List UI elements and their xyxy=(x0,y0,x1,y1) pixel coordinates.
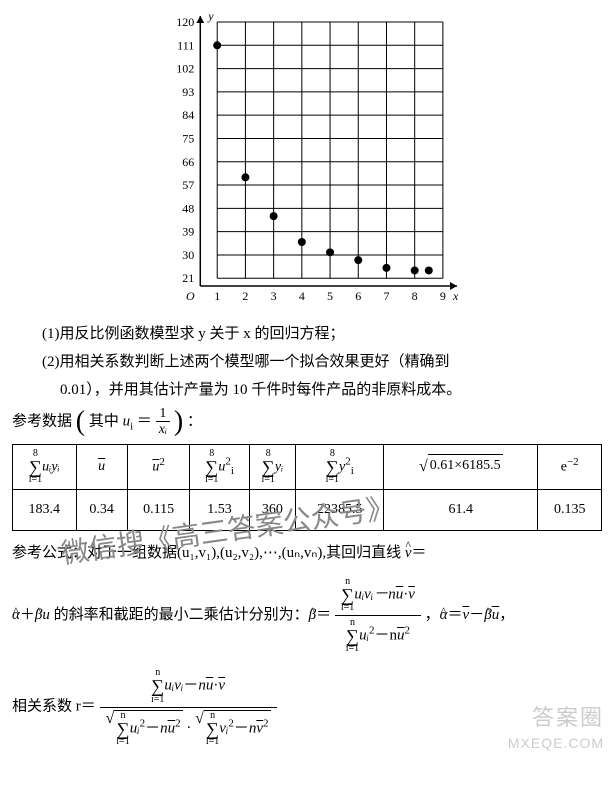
svg-text:48: 48 xyxy=(182,201,194,215)
svg-text:O: O xyxy=(186,289,195,303)
beta-hat: β xyxy=(35,607,42,623)
svg-text:75: 75 xyxy=(182,131,194,145)
td-c8: 0.135 xyxy=(538,489,602,530)
svg-text:9: 9 xyxy=(440,289,446,303)
v-hat: v xyxy=(405,545,412,561)
alpha-hat: α xyxy=(12,607,20,623)
beta-fraction: n∑i=1uᵢvᵢ－nu·v n∑i=1uᵢ2－nu2 xyxy=(335,575,421,656)
chart-svg: 1 2 3 4 5 6 7 8 9 21 30 39 48 57 66 75 84 93 102 111 120 Ox y xyxy=(147,12,467,312)
svg-text:66: 66 xyxy=(182,155,194,169)
svg-text:21: 21 xyxy=(182,271,194,285)
svg-text:120: 120 xyxy=(176,15,194,29)
td-c4: 1.53 xyxy=(190,489,249,530)
minus: － xyxy=(469,607,484,623)
question-2-line1: (2)用相关系数判断上述两个模型哪一个拟合效果更好（精确到 xyxy=(12,350,602,374)
comma2: ， xyxy=(499,607,514,623)
eq1: ＝ xyxy=(412,545,427,561)
r-fraction: n∑i=1uᵢvᵢ－nu·v √ n∑i=1uᵢ2－nu2 · √ n∑i=1v… xyxy=(100,666,277,748)
svg-text:5: 5 xyxy=(327,289,333,303)
scatter-chart: 1 2 3 4 5 6 7 8 9 21 30 39 48 57 66 75 84 93 102 111 120 Ox y xyxy=(12,12,602,312)
svg-text:6: 6 xyxy=(355,289,361,303)
svg-text:x: x xyxy=(452,289,459,303)
plus: ＋ xyxy=(20,607,35,623)
ref-data-label: 参考数据 ( 其中 ui ＝ 1 xᵢ ) ： xyxy=(12,406,602,438)
th-sum-yi2: 8∑i=1y2i xyxy=(296,444,384,489)
td-c1: 183.4 xyxy=(13,489,77,530)
svg-text:39: 39 xyxy=(182,225,194,239)
th-sqrt: √0.61×6185.5 xyxy=(384,444,538,489)
data-table: 8∑i=1uᵢyᵢ u u2 8∑i=1u2i 8∑i=1yᵢ 8∑i=1y2i… xyxy=(12,444,602,531)
ref-data-word: 参考数据 xyxy=(12,413,72,429)
comma1: ， xyxy=(425,607,440,623)
svg-text:4: 4 xyxy=(299,289,305,303)
svg-text:3: 3 xyxy=(271,289,277,303)
r-label: 相关系数 r＝ xyxy=(12,699,96,715)
svg-text:30: 30 xyxy=(182,248,194,262)
u-symbol: u xyxy=(123,413,131,429)
th-sum-uiyi: 8∑i=1uᵢyᵢ xyxy=(13,444,77,489)
formula-line2: α＋βu 的斜率和截距的最小二乘估计分别为：β＝ n∑i=1uᵢvᵢ－nu·v … xyxy=(12,575,602,656)
ref-formula-para: 参考公式：对于一组数据(u₁,v₁),(u₂,v₂),⋯,(uₙ,vₙ),其回归… xyxy=(12,541,602,571)
table-header-row: 8∑i=1uᵢyᵢ u u2 8∑i=1u2i 8∑i=1yᵢ 8∑i=1y2i… xyxy=(13,444,602,489)
td-c2: 0.34 xyxy=(76,489,127,530)
th-sum-yi: 8∑i=1yᵢ xyxy=(249,444,296,489)
th-e-neg2: e−2 xyxy=(538,444,602,489)
eq-sign: ＝ xyxy=(137,413,152,429)
svg-text:7: 7 xyxy=(383,289,389,303)
svg-text:8: 8 xyxy=(412,289,418,303)
eq2: ＝ xyxy=(316,607,331,623)
th-ubar: u xyxy=(76,444,127,489)
th-ubar-sq: u2 xyxy=(127,444,190,489)
ref-data-inner-a: 其中 xyxy=(89,413,123,429)
svg-text:84: 84 xyxy=(182,108,194,122)
svg-text:2: 2 xyxy=(242,289,248,303)
formula-label: 参考公式：对于一组数据(u₁,v₁),(u₂,v₂),⋯,(uₙ,vₙ),其回归… xyxy=(12,545,405,561)
colon: ： xyxy=(187,413,202,429)
svg-text:57: 57 xyxy=(182,178,194,192)
table-value-row: 183.4 0.34 0.115 1.53 360 22385.5 61.4 0… xyxy=(13,489,602,530)
formula-txt2: 的斜率和截距的最小二乘估计分别为： xyxy=(54,607,309,623)
td-c6: 22385.5 xyxy=(296,489,384,530)
u-sym: u xyxy=(42,607,50,623)
svg-text:y: y xyxy=(207,12,214,23)
r-formula: 相关系数 r＝ n∑i=1uᵢvᵢ－nu·v √ n∑i=1uᵢ2－nu2 · … xyxy=(12,666,602,748)
beta-hat-2: β xyxy=(309,607,316,623)
svg-text:93: 93 xyxy=(182,85,194,99)
frac-num: 1 xyxy=(156,406,170,422)
question-1: (1)用反比例函数模型求 y 关于 x 的回归方程； xyxy=(12,322,602,346)
alpha-hat-2: α xyxy=(440,607,448,623)
question-2-line2: 0.01），并用其估计产量为 10 千件时每件产品的非原料成本。 xyxy=(12,378,602,402)
beta-hat-3: β xyxy=(484,607,491,623)
td-c3: 0.115 xyxy=(127,489,190,530)
svg-text:102: 102 xyxy=(176,62,194,76)
svg-text:1: 1 xyxy=(214,289,220,303)
svg-text:111: 111 xyxy=(177,38,194,52)
paren-left: ( xyxy=(76,408,85,436)
paren-right: ) xyxy=(174,408,183,436)
frac-den: xᵢ xyxy=(159,422,167,437)
eq3: ＝ xyxy=(448,607,463,623)
th-sum-ui2: 8∑i=1u2i xyxy=(190,444,249,489)
td-c7: 61.4 xyxy=(384,489,538,530)
frac-1-over-xi: 1 xᵢ xyxy=(156,406,170,438)
td-c5: 360 xyxy=(249,489,296,530)
u-sub: i xyxy=(130,420,133,432)
